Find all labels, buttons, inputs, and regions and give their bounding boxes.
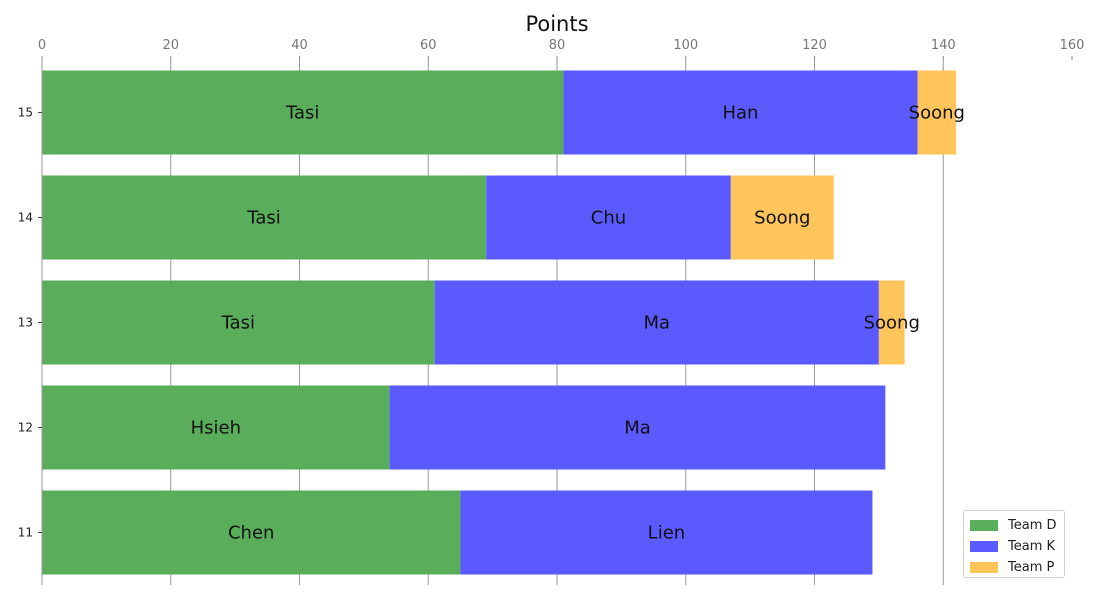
legend-label: Team D — [1008, 518, 1057, 533]
bar — [563, 70, 918, 155]
bar-label: Lien — [648, 523, 686, 544]
bar — [42, 280, 435, 365]
legend-swatch — [970, 541, 998, 552]
bar — [878, 280, 905, 365]
bar-label-layer: Chen Lien Hsieh Ma Tasi Ma Soong Tasi Chu Soong Ta… — [191, 103, 965, 544]
bar — [389, 385, 886, 470]
x-tick-label: 140 — [931, 38, 956, 53]
bar-label: Ma — [644, 313, 671, 334]
legend-item: Team P — [970, 557, 1058, 578]
x-tick-label: 100 — [673, 38, 698, 53]
axis-layer: 0 20 40 60 80 100 120 140 160 11 12 13 14 15 — [18, 38, 1085, 585]
y-tick-label: 12 — [18, 421, 33, 435]
bar-label: Soong — [909, 103, 965, 124]
bar — [730, 175, 834, 260]
x-tick-label: 120 — [802, 38, 827, 53]
x-tick-label: 0 — [38, 38, 46, 53]
bar-layer — [42, 70, 957, 575]
bar-label: Tasi — [285, 103, 319, 124]
legend-label: Team K — [1008, 539, 1056, 554]
bar-label: Chu — [591, 208, 626, 229]
bar-label: Han — [722, 103, 758, 124]
bar — [42, 70, 564, 155]
bar — [434, 280, 879, 365]
legend-item: Team D — [970, 515, 1058, 536]
bar — [460, 490, 873, 575]
bar-label: Chen — [228, 523, 274, 544]
legend: Team D Team K Team P — [963, 510, 1065, 578]
x-tick-label: 60 — [420, 38, 437, 53]
bar-label: Hsieh — [191, 418, 241, 439]
bar — [917, 70, 957, 155]
bar — [486, 175, 731, 260]
bar — [42, 175, 487, 260]
legend-item: Team K — [970, 536, 1058, 557]
y-tick-label: 14 — [18, 211, 33, 225]
chart-title: Points — [525, 12, 588, 36]
bar-label: Ma — [624, 418, 651, 439]
y-tick-label: 15 — [18, 106, 33, 120]
x-tick-label: 80 — [549, 38, 566, 53]
y-tick-label: 11 — [18, 526, 33, 540]
x-tick-label: 160 — [1060, 38, 1085, 53]
bar-label: Tasi — [246, 208, 280, 229]
x-tick-label: 40 — [291, 38, 308, 53]
y-tick-label: 13 — [18, 316, 33, 330]
legend-swatch — [970, 520, 998, 531]
bar-label: Tasi — [221, 313, 255, 334]
x-tick-label: 20 — [162, 38, 179, 53]
bar-label: Soong — [754, 208, 810, 229]
legend-label: Team P — [1008, 560, 1055, 575]
bar — [42, 385, 390, 470]
legend-swatch — [970, 562, 998, 573]
bar — [42, 490, 461, 575]
bar-label: Soong — [864, 313, 920, 334]
